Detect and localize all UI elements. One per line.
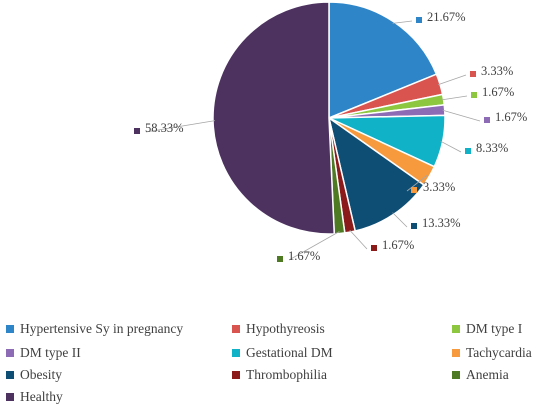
- legend-swatch: [452, 349, 460, 357]
- leader-line: [392, 20, 413, 24]
- legend-label: Hypothyreosis: [246, 321, 325, 336]
- data-label: 58.33%: [145, 121, 184, 135]
- legend-item: Hypertensive Sy in pregnancy: [6, 321, 183, 337]
- leader-line: [437, 74, 467, 86]
- leader-line: [440, 140, 462, 153]
- legend-label: Tachycardia: [466, 345, 532, 360]
- legend-label: Gestational DM: [246, 345, 333, 360]
- pie-slices: [212, 1, 446, 235]
- legend-swatch: [232, 325, 240, 333]
- legend-swatch: [6, 393, 14, 401]
- pie-slice-hypertensive-sy-in-pregnancy: [328, 1, 438, 120]
- legend-item: Obesity: [6, 367, 62, 383]
- data-label: 8.33%: [476, 141, 508, 155]
- data-label: 3.33%: [423, 180, 455, 194]
- data-label: 21.67%: [427, 10, 466, 24]
- data-label: 13.33%: [422, 216, 461, 230]
- pie-slice-healthy: [212, 1, 336, 235]
- data-label-swatch: [465, 148, 471, 154]
- legend-swatch: [452, 325, 460, 333]
- data-label-swatch: [277, 256, 283, 262]
- legend-item: Tachycardia: [452, 345, 532, 361]
- leader-line: [392, 212, 408, 228]
- data-label: 1.67%: [288, 249, 320, 263]
- data-label: 3.33%: [481, 64, 513, 78]
- data-label: 1.67%: [482, 85, 514, 99]
- legend-label: Hypertensive Sy in pregnancy: [20, 321, 184, 336]
- data-labels: 21.67% 3.33% 1.67% 1.67% 8.33% 3.33% 13.33% 1.6…: [134, 10, 527, 263]
- legend-label: Thrombophilia: [246, 367, 327, 382]
- data-label-swatch: [484, 117, 490, 123]
- legend-label: Obesity: [20, 367, 62, 382]
- legend-swatch: [6, 325, 14, 333]
- legend-item: Thrombophilia: [232, 367, 327, 383]
- data-label-swatch: [416, 17, 422, 23]
- leader-line: [288, 231, 340, 261]
- leader-line: [406, 174, 428, 192]
- legend-item: Gestational DM: [232, 345, 333, 361]
- data-label-swatch: [411, 223, 417, 229]
- legend-label: Anemia: [466, 367, 509, 382]
- data-label-swatch: [470, 71, 476, 77]
- legend-item: Anemia: [452, 367, 509, 383]
- legend-item: Hypothyreosis: [232, 321, 325, 337]
- data-label-swatch: [134, 128, 140, 134]
- legend-swatch: [6, 371, 14, 379]
- chart-legend: Hypertensive Sy in pregnancy Hypothyreosi…: [0, 314, 550, 406]
- data-label: 1.67%: [495, 110, 527, 124]
- legend-swatch: [452, 371, 460, 379]
- leader-lines: [145, 20, 481, 261]
- legend-swatch: [232, 371, 240, 379]
- pie-chart: 21.67% 3.33% 1.67% 1.67% 8.33% 3.33% 13.33% 1.6…: [134, 1, 527, 263]
- data-label-swatch: [471, 92, 477, 98]
- leader-line: [145, 120, 216, 133]
- legend-swatch: [6, 349, 14, 357]
- legend-item: DM type I: [452, 321, 522, 337]
- leader-line: [442, 109, 481, 122]
- leader-line: [349, 229, 368, 250]
- data-label: 1.67%: [382, 238, 414, 252]
- leader-line: [441, 95, 468, 101]
- legend-item: DM type II: [6, 345, 81, 361]
- legend-label: Healthy: [20, 389, 63, 404]
- legend-label: DM type II: [20, 345, 81, 360]
- data-label-swatch: [411, 187, 417, 193]
- legend-item: Healthy: [6, 389, 63, 405]
- legend-label: DM type I: [466, 321, 523, 336]
- legend-swatch: [232, 349, 240, 357]
- data-label-swatch: [371, 245, 377, 251]
